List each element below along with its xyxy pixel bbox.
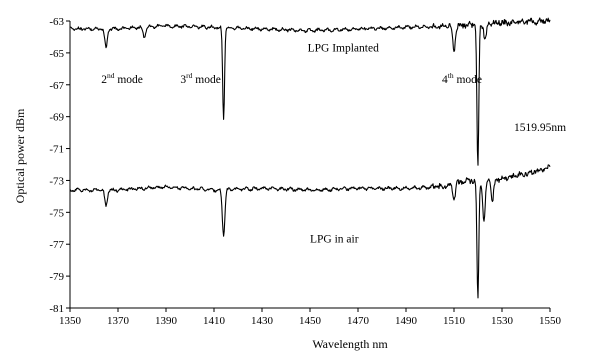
x-tick-label: 1490: [395, 315, 418, 327]
annotation-label: 3rd mode: [180, 71, 220, 86]
y-tick-label: -63: [49, 16, 64, 28]
x-tick-label: 1450: [299, 315, 322, 327]
y-tick-label: -71: [49, 144, 64, 156]
series-group: [69, 17, 551, 299]
x-tick-label: 1390: [155, 315, 178, 327]
y-tick-label: -73: [49, 175, 64, 187]
y-tick-label: -79: [49, 271, 64, 283]
annotation-label: 1519.95nm: [514, 122, 566, 134]
y-tick-label: -81: [49, 303, 64, 315]
y-ticks: -63 -65 -67 -69 -71 -73 -75 -77 -79 -81: [49, 16, 70, 315]
y-tick-label: -77: [49, 239, 64, 251]
annotation-group: 2nd mode 3rd mode 4th mode LPG Implanted 151…: [101, 42, 566, 245]
x-tick-label: 1550: [539, 315, 562, 327]
annotation-label: LPG Implanted: [308, 42, 379, 54]
y-tick-label: -69: [49, 112, 64, 124]
annotation-label: 4th mode: [442, 71, 482, 86]
x-tick-label: 1430: [251, 315, 274, 327]
x-tick-label: 1370: [107, 315, 130, 327]
x-ticks: 1350 1370 1390 1410 1430 1450 1470 1490 1510 1530…: [59, 308, 562, 327]
x-tick-label: 1410: [203, 315, 226, 327]
y-axis-title: Optical power dBm: [13, 108, 27, 203]
x-tick-label: 1510: [443, 315, 466, 327]
y-tick-label: -75: [49, 207, 64, 219]
y-tick-label: -65: [49, 48, 64, 60]
x-tick-label: 1350: [59, 315, 82, 327]
y-tick-label: -67: [49, 80, 64, 92]
series-line: [69, 17, 551, 166]
annotation-label: LPG in air: [310, 234, 359, 246]
x-axis-title: Wavelength nm: [312, 337, 388, 351]
series-line: [69, 164, 551, 299]
annotation-label: 2nd mode: [101, 71, 143, 86]
x-tick-label: 1530: [491, 315, 514, 327]
x-tick-label: 1470: [347, 315, 370, 327]
